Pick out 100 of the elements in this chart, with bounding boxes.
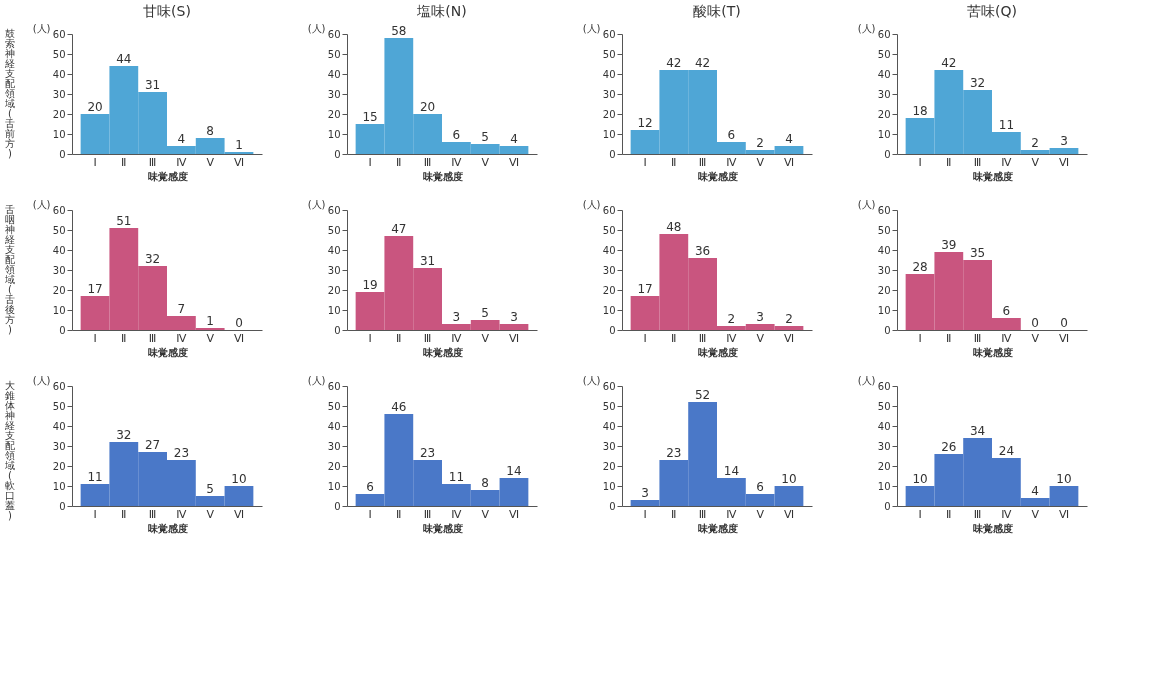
data-label: 5 (481, 130, 489, 144)
y-tick-label: 20 (602, 284, 616, 296)
x-tick-label: Ⅲ (973, 507, 982, 521)
y-tick-label: 20 (327, 460, 341, 472)
data-label: 23 (173, 446, 190, 460)
y-tick-label: 60 (52, 28, 66, 40)
text: 舌咽神経支配領域(舌後方) (5, 204, 15, 335)
x-axis-title: 味覚感度 (972, 170, 1013, 182)
x-tick-label: Ⅲ (423, 507, 432, 521)
y-tick-label: 50 (52, 224, 66, 236)
data-label: 32 (116, 428, 132, 442)
x-tick-label: Ⅵ (508, 331, 520, 345)
data-label: 4 (1031, 484, 1039, 498)
y-tick-label: 60 (327, 28, 341, 40)
y-tick-label: 50 (327, 48, 341, 60)
data-label: 58 (391, 24, 407, 38)
x-axis-title: 味覚感度 (422, 346, 463, 358)
y-tick-label: 0 (884, 500, 891, 512)
y-tick-label: 20 (877, 284, 891, 296)
y-tick-label: 10 (877, 304, 891, 316)
y-tick-label: 60 (52, 204, 66, 216)
x-tick-label: Ⅵ (1058, 507, 1070, 521)
x-tick-label: Ⅴ (206, 331, 215, 345)
x-tick-label: Ⅱ (121, 507, 127, 521)
y-axis-title: (人) (582, 374, 601, 386)
data-label: 32 (144, 252, 161, 266)
y-tick-label: 30 (327, 264, 341, 276)
x-tick-label: Ⅴ (206, 155, 215, 169)
data-label: 28 (912, 260, 928, 274)
data-label: 11 (448, 470, 465, 484)
y-tick-label: 40 (877, 244, 891, 256)
x-tick-label: Ⅰ (918, 507, 922, 521)
y-axis-title: (人) (32, 374, 51, 386)
x-tick-label: Ⅲ (423, 155, 432, 169)
data-label: 31 (419, 254, 436, 268)
x-tick-label: Ⅵ (1058, 155, 1070, 169)
data-label: 6 (452, 128, 461, 142)
y-tick-label: 10 (52, 480, 66, 492)
data-label: 47 (391, 222, 407, 236)
y-tick-label: 60 (602, 28, 616, 40)
data-label: 32 (969, 76, 986, 90)
x-tick-label: Ⅱ (946, 507, 952, 521)
y-tick-label: 10 (52, 128, 66, 140)
y-tick-label: 60 (877, 204, 891, 216)
y-tick-label: 50 (602, 224, 616, 236)
y-tick-label: 40 (52, 244, 66, 256)
data-label: 46 (391, 400, 407, 414)
y-tick-label: 0 (334, 148, 341, 160)
y-tick-label: 50 (327, 224, 341, 236)
y-tick-label: 10 (602, 304, 616, 316)
data-label: 18 (912, 104, 928, 118)
y-tick-label: 20 (52, 284, 66, 296)
x-tick-label: Ⅴ (756, 155, 765, 169)
data-label: 11 (87, 470, 103, 484)
y-tick-label: 0 (334, 500, 341, 512)
data-label: 20 (87, 100, 103, 114)
y-tick-label: 40 (877, 420, 891, 432)
data-label: 6 (727, 128, 736, 142)
x-tick-label: Ⅲ (148, 331, 157, 345)
x-tick-label: Ⅴ (756, 507, 765, 521)
y-tick-label: 50 (602, 400, 616, 412)
y-tick-label: 30 (877, 440, 891, 452)
data-label: 36 (694, 244, 711, 258)
x-axis-title: 味覚感度 (697, 346, 738, 358)
x-tick-label: Ⅰ (368, 507, 372, 521)
y-tick-label: 60 (877, 380, 891, 392)
x-tick-label: Ⅱ (121, 331, 127, 345)
y-tick-label: 10 (327, 480, 341, 492)
y-tick-label: 40 (877, 68, 891, 80)
data-label: 2 (756, 136, 764, 150)
x-tick-label: Ⅳ (726, 155, 738, 169)
y-tick-label: 0 (609, 324, 616, 336)
x-tick-label: Ⅳ (1001, 155, 1013, 169)
data-label: 3 (510, 310, 518, 324)
y-tick-label: 60 (877, 28, 891, 40)
data-label: 51 (116, 214, 132, 228)
x-axis-title: 味覚感度 (147, 170, 188, 182)
data-label: 17 (637, 282, 653, 296)
y-tick-label: 40 (52, 420, 66, 432)
data-label: 17 (87, 282, 103, 296)
text: 大錐体神経支配領域(軟口蓋) (5, 380, 15, 521)
data-label: 4 (177, 132, 186, 146)
y-tick-label: 10 (327, 304, 341, 316)
x-tick-label: Ⅳ (176, 155, 188, 169)
x-tick-label: Ⅵ (508, 155, 520, 169)
data-label: 35 (969, 246, 986, 260)
x-tick-label: Ⅰ (93, 155, 97, 169)
y-tick-label: 50 (52, 48, 66, 60)
x-axis-title: 味覚感度 (697, 522, 738, 534)
x-axis-title: 味覚感度 (697, 170, 738, 182)
x-tick-label: Ⅲ (698, 155, 707, 169)
y-axis-title: (人) (307, 22, 326, 34)
y-tick-label: 20 (877, 460, 891, 472)
y-axis-title: (人) (582, 198, 601, 210)
x-tick-label: Ⅵ (783, 507, 795, 521)
y-tick-label: 60 (602, 204, 616, 216)
x-tick-label: Ⅴ (1031, 331, 1040, 345)
x-tick-label: Ⅰ (643, 155, 647, 169)
x-tick-label: Ⅵ (508, 507, 520, 521)
data-label: 24 (998, 444, 1015, 458)
